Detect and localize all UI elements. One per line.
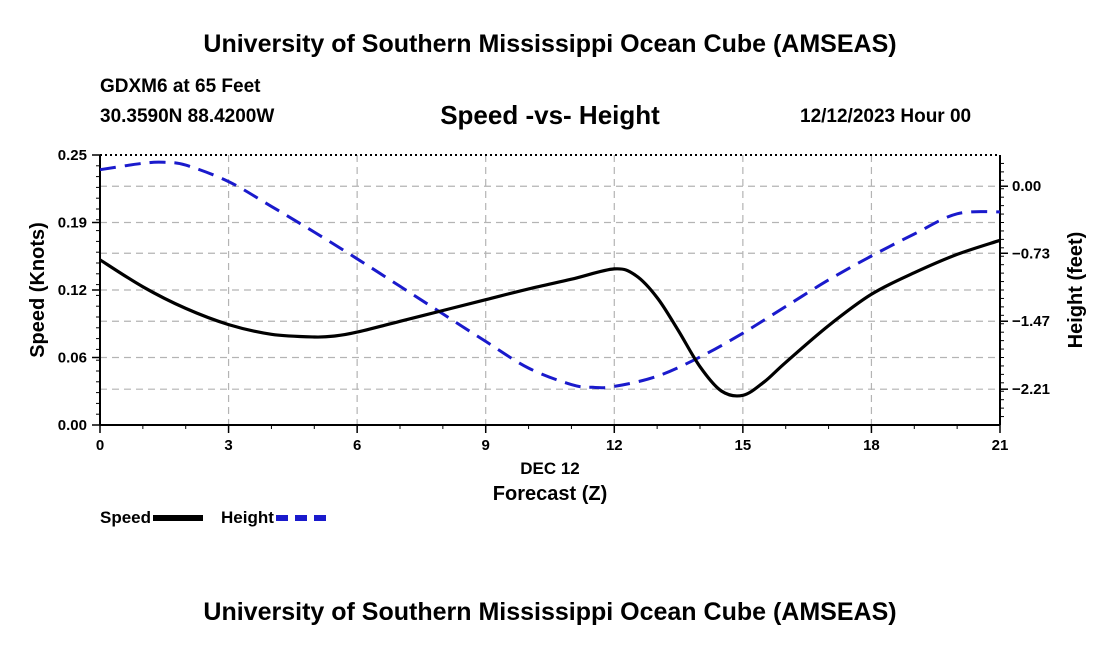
y-tick-label-right: −1.47 [1012, 313, 1050, 330]
x-axis-label: Forecast (Z) [493, 483, 607, 505]
y-tick-label-left: 0.06 [58, 350, 87, 367]
datetime-label: 12/12/2023 Hour 00 [800, 106, 972, 127]
axis-ticks: 0 3 6 9 12 15 18 21 0.00 0.06 0.12 0.19 0.25 0.00 −0.7… [58, 147, 1050, 454]
legend: Speed Height [100, 508, 344, 528]
x-tick-label: 9 [482, 437, 490, 454]
series-layer [99, 160, 1001, 398]
y-tick-label-left: 0.12 [58, 282, 87, 299]
series-line-speed [99, 238, 1001, 398]
y-tick-label-left: 0.25 [58, 147, 87, 164]
footer-title: University of Southern Mississippi Ocean… [203, 598, 897, 626]
x-tick-label: 0 [96, 437, 104, 454]
station-label: GDXM6 at 65 Feet [100, 76, 261, 97]
page-title: University of Southern Mississippi Ocean… [203, 30, 897, 58]
x-tick-label: 15 [735, 437, 752, 454]
series-line-height [99, 160, 1001, 390]
x-tick-label: 6 [353, 437, 361, 454]
legend-speed-label: Speed [100, 508, 152, 527]
y-tick-label-right: 0.00 [1012, 178, 1041, 195]
y-tick-label-left: 0.19 [58, 215, 87, 232]
y-tick-label-right: −2.21 [1012, 381, 1050, 398]
y-tick-label-right: −0.73 [1012, 245, 1050, 262]
y-tick-label-left: 0.00 [58, 417, 87, 434]
legend-speed-swatch [153, 515, 204, 521]
coordinates-label: 30.3590N 88.4200W [100, 106, 275, 127]
legend-height-label: Height [221, 508, 274, 527]
x-tick-label: 18 [863, 437, 880, 454]
legend-item-speed: Speed [100, 508, 204, 528]
x-tick-label: 3 [224, 437, 232, 454]
y-axis-label-left: Speed (Knots) [27, 222, 49, 358]
x-tick-label: 12 [606, 437, 623, 454]
x-tick-label: 21 [992, 437, 1009, 454]
grid [100, 155, 1000, 425]
legend-height-swatch [275, 515, 326, 521]
x-date-label: DEC 12 [520, 459, 580, 478]
chart-title: Speed -vs- Height [440, 100, 660, 130]
legend-item-height: Height [221, 508, 326, 528]
y-axis-label-right: Height (feet) [1065, 232, 1087, 349]
